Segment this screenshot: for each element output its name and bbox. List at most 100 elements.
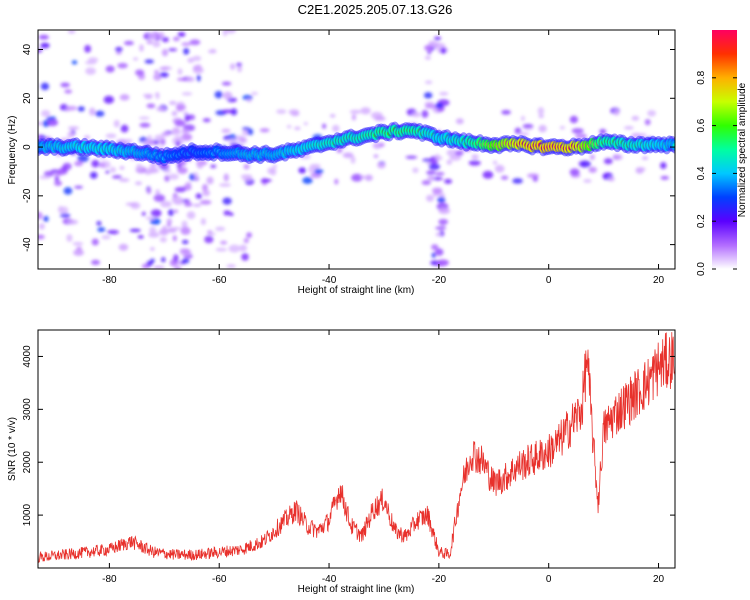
spectrogram-x-tick-label: 20 xyxy=(653,275,665,286)
spectrogram-noise-blob xyxy=(436,259,449,267)
spectrogram-noise-blob xyxy=(303,121,308,126)
spectrogram-x-tick-label: -40 xyxy=(322,275,337,286)
spectrogram-noise-blob xyxy=(219,183,231,187)
spectrogram-noise-blob xyxy=(162,225,168,234)
colorbar: 0.0 0.2 0.4 0.6 0.8 Normalized spectral ampl… xyxy=(696,30,748,276)
spectrogram-noise-blob xyxy=(435,226,447,230)
colorbar-label: Normalized spectral amplitude xyxy=(737,82,748,217)
spectrogram-noise-blob xyxy=(171,110,178,117)
spectrogram-noise-blob xyxy=(575,132,582,140)
spectrogram-noise-blob xyxy=(571,128,584,134)
spectrogram-noise-blob xyxy=(184,114,190,122)
colorbar-ticks: 0.0 0.2 0.4 0.6 0.8 xyxy=(696,70,737,276)
spectrogram-noise-blob xyxy=(286,125,292,129)
spectrogram-x-ticks: -80 -60 -40 -20 0 20 xyxy=(102,30,665,286)
snr-y-tick-label: 2000 xyxy=(22,451,33,474)
spectrogram-noise-blob xyxy=(183,47,190,55)
spectrogram-noise-blob xyxy=(426,170,436,175)
spectrogram-noise-blob xyxy=(482,170,494,179)
spectrogram-noise-blob xyxy=(174,119,186,127)
spectrogram-noise-blob xyxy=(251,91,258,96)
spectrogram-noise-blob xyxy=(431,252,436,258)
spectrogram-noise-blob xyxy=(220,240,228,245)
spectrogram-noise-blob xyxy=(155,189,161,196)
spectrogram-noise-blob xyxy=(202,184,208,192)
colorbar-tick-label: 0.6 xyxy=(696,118,707,132)
spectrogram-noise-blob xyxy=(246,232,252,238)
spectrogram-noise-blob xyxy=(421,110,429,118)
spectrogram-noise-blob xyxy=(196,162,204,169)
snr-frame xyxy=(37,329,676,569)
spectrogram-y-tick-label: 40 xyxy=(22,44,33,56)
spectrogram-noise-blob xyxy=(155,106,166,112)
spectrogram-noise-blob xyxy=(613,109,620,116)
spectrogram-noise-blob xyxy=(214,90,223,99)
spectrogram-noise-blob xyxy=(222,197,232,205)
spectrogram-noise-blob xyxy=(225,30,237,34)
spectrogram-noise-blob xyxy=(168,48,178,52)
spectrogram-noise-blob xyxy=(588,166,597,173)
spectrogram-noise-blob xyxy=(113,119,120,128)
spectrogram-noise-blob xyxy=(154,70,159,74)
spectrogram-noise-blob xyxy=(439,92,449,96)
spectrogram-noise-blob xyxy=(195,64,202,72)
spectrogram-noise-blob xyxy=(166,218,173,225)
spectrogram-noise-blob xyxy=(171,195,183,204)
spectrogram-y-tick-label: 20 xyxy=(22,92,33,104)
snr-x-tick-label: -20 xyxy=(432,574,447,585)
spectrogram-noise-blob xyxy=(226,264,236,268)
spectrogram-noise-blob xyxy=(240,174,253,179)
spectrogram-noise-blob xyxy=(494,164,505,173)
spectrogram-noise-blob xyxy=(471,154,479,160)
spectrogram-noise-blob xyxy=(538,124,547,133)
spectrogram-noise-blob xyxy=(614,154,623,160)
spectrogram-noise-blob xyxy=(221,81,232,86)
spectrogram-noise-blob xyxy=(236,62,242,67)
spectrogram-noise-blob xyxy=(40,82,50,91)
spectrogram-noise-blob xyxy=(60,82,70,88)
spectrogram-noise-blob xyxy=(444,178,453,184)
spectrogram-noise-blob xyxy=(514,127,522,135)
spectrogram-noise-blob xyxy=(38,49,43,53)
spectrogram-noise-blob xyxy=(148,32,157,41)
spectrogram-noise-blob xyxy=(189,173,195,181)
spectrogram-noise-blob xyxy=(153,73,162,81)
spectrogram-noise-blob xyxy=(146,40,154,45)
spectrogram-noise-blob xyxy=(635,167,646,172)
spectrogram-noise-blob xyxy=(149,218,161,225)
spectrogram-noise-blob xyxy=(124,138,133,144)
spectrogram-noise-blob xyxy=(152,40,161,48)
spectrogram-noise-blob xyxy=(579,160,591,168)
spectrogram-noise-blob xyxy=(608,176,615,182)
spectrogram-noise-blob xyxy=(221,128,231,134)
spectrogram-noise-blob xyxy=(583,179,592,183)
spectrogram-noise-blob xyxy=(428,163,440,170)
colorbar-gradient xyxy=(712,30,737,269)
spectrogram-noise-blob xyxy=(631,115,640,121)
spectrogram-noise-blob xyxy=(84,60,97,65)
spectrogram-noise-blob xyxy=(43,215,49,222)
spectrogram-noise-blob xyxy=(175,104,187,111)
spectrogram-noise-blob xyxy=(107,229,119,235)
spectrogram-noise-blob xyxy=(429,42,441,46)
spectrogram-noise-blob xyxy=(424,55,432,60)
spectrogram-noise-blob xyxy=(379,142,385,147)
spectrogram-noise-blob xyxy=(129,228,141,233)
spectrogram-noise-blob xyxy=(294,126,301,131)
spectrogram-noise-blob xyxy=(74,161,83,167)
spectrogram-y-ticks: -40 -20 0 20 40 xyxy=(22,44,675,252)
spectrogram-noise-blob xyxy=(73,249,84,256)
spectrogram-noise-blob xyxy=(173,254,179,263)
spectrogram-noise-blob xyxy=(215,247,228,252)
spectrogram-noise-blob xyxy=(159,236,167,243)
spectrogram-noise-blob xyxy=(435,153,440,161)
spectrogram-noise-blob xyxy=(105,133,117,139)
spectrogram-noise-blob xyxy=(74,185,83,189)
spectrogram-x-tick-label: -60 xyxy=(212,275,227,286)
spectrogram-noise-blob xyxy=(38,34,49,40)
spectrogram-noise-blob xyxy=(144,94,153,100)
spectrogram-noise-blob xyxy=(180,226,191,235)
spectrogram-noise-blob xyxy=(230,108,238,116)
spectrogram-noise-blob xyxy=(159,72,169,78)
spectrogram-noise-blob xyxy=(229,212,234,216)
